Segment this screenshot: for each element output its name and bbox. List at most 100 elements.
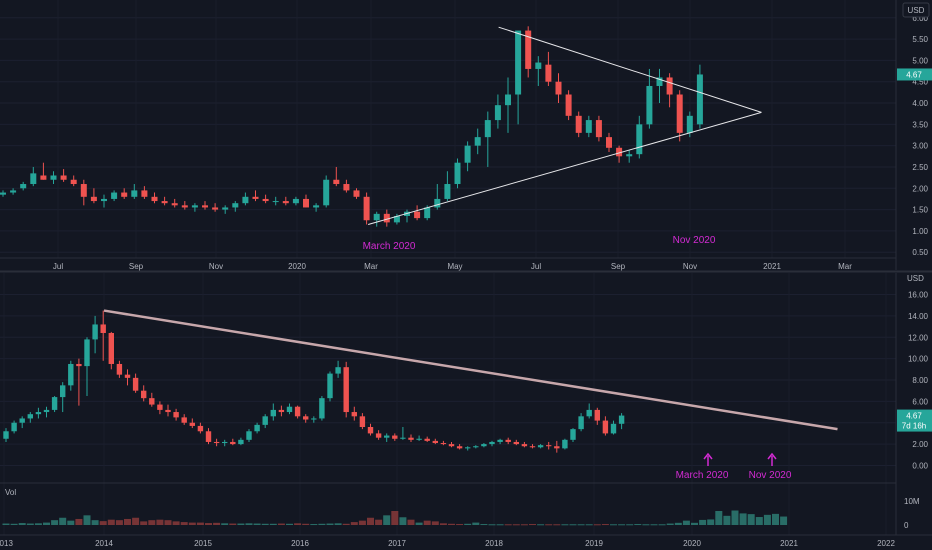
bottom-candle xyxy=(578,413,584,432)
top-candle xyxy=(656,68,663,104)
bottom-candle xyxy=(400,427,406,440)
bottom-candle xyxy=(392,433,398,441)
bottom-candle xyxy=(197,422,204,434)
bottom-time-axis: 2013 2014 2015 2016 2017 2018 2019 2020 2021 2022 xyxy=(0,539,895,548)
price-tick: 4.00 xyxy=(912,99,928,108)
top-candle xyxy=(131,184,138,199)
bottom-candle xyxy=(375,430,382,440)
volume-bar xyxy=(124,518,131,525)
price-tick: 8.00 xyxy=(912,376,928,385)
bottom-candle xyxy=(43,406,50,418)
volume-bar xyxy=(18,523,26,525)
top-annotation-march-2020: March 2020 xyxy=(363,241,416,252)
volume-bar xyxy=(253,523,261,525)
top-price-ticks: 0.50 1.00 1.50 2.00 2.50 3.00 3.50 4.00 4.50 5.00… xyxy=(912,14,928,257)
bottom-candle xyxy=(230,438,236,446)
arrow-march-2020 xyxy=(703,452,713,466)
volume-bar xyxy=(537,524,545,526)
top-candle xyxy=(585,115,592,138)
time-tick: Mar xyxy=(364,262,378,271)
volume-bar xyxy=(715,510,723,525)
volume-bar xyxy=(601,524,609,526)
triangle-upper-line xyxy=(498,26,762,113)
bottom-annotation-march-2020: March 2020 xyxy=(676,470,729,481)
bottom-panel-grid xyxy=(0,273,896,535)
volume-bar xyxy=(245,523,253,525)
volume-bar xyxy=(180,522,188,525)
volume-bar xyxy=(221,523,229,525)
bottom-candle xyxy=(440,440,447,446)
price-tick: 0.50 xyxy=(912,248,928,257)
bottom-candle xyxy=(408,434,414,442)
time-tick: Jul xyxy=(53,262,63,271)
time-tick: Mar xyxy=(838,262,852,271)
volume-bar xyxy=(188,522,196,525)
top-candle xyxy=(353,188,360,199)
bottom-candle xyxy=(521,441,528,448)
top-candle xyxy=(101,194,107,208)
top-candle xyxy=(30,166,37,187)
top-candle xyxy=(484,111,491,167)
top-candle xyxy=(636,115,643,159)
bottom-candle xyxy=(27,412,33,423)
volume-bar xyxy=(448,523,455,525)
volume-bar xyxy=(310,524,318,526)
volume-bar xyxy=(699,519,707,525)
volume-bar xyxy=(561,524,569,526)
volume-bar xyxy=(342,523,350,525)
volume-bar xyxy=(520,524,528,526)
volume-bar xyxy=(148,520,156,525)
volume-bar xyxy=(763,514,771,525)
volume-bar xyxy=(213,522,221,525)
volume-bar xyxy=(593,524,601,526)
bottom-candle xyxy=(359,413,366,430)
top-candle xyxy=(373,211,380,227)
volume-bar xyxy=(67,520,75,525)
volume-bar xyxy=(205,523,212,525)
volume-bar xyxy=(723,515,731,525)
top-price-scale[interactable] xyxy=(896,0,932,270)
volume-bar xyxy=(302,523,310,525)
volume-bar xyxy=(99,521,107,525)
volume-bar xyxy=(326,523,334,525)
volume-tick: 0 xyxy=(904,521,909,530)
top-annotation-nov-2020: Nov 2020 xyxy=(673,235,716,246)
volume-bar xyxy=(391,510,399,525)
time-tick: 2013 xyxy=(0,539,13,548)
top-candle xyxy=(606,132,612,153)
top-candle xyxy=(292,196,299,206)
volume-bar xyxy=(569,524,577,526)
time-tick: 2021 xyxy=(780,539,798,548)
top-panel[interactable]: 0.50 1.00 1.50 2.00 2.50 3.00 3.50 4.00 4.50 5.00… xyxy=(0,0,932,271)
bottom-candle xyxy=(384,433,390,442)
top-panel-grid xyxy=(0,0,896,258)
top-candle xyxy=(171,198,178,208)
top-candle xyxy=(272,196,279,206)
top-candle xyxy=(252,190,259,202)
price-tick: 14.00 xyxy=(908,312,929,321)
bottom-annotation-nov-2020: Nov 2020 xyxy=(749,470,792,481)
bottom-candle xyxy=(51,396,58,413)
bottom-candle xyxy=(351,406,357,421)
volume-bar xyxy=(772,513,779,525)
top-candle xyxy=(414,205,421,221)
volume-bar xyxy=(237,523,245,525)
top-candle xyxy=(494,94,501,129)
time-tick: Jul xyxy=(531,262,541,271)
bottom-panel[interactable]: March 2020 Nov 2020 Vol USD 0.002.004.00… xyxy=(0,273,932,548)
time-tick: Nov xyxy=(209,262,223,271)
volume-bar xyxy=(407,519,415,525)
volume-bar xyxy=(780,516,788,525)
volume-bar xyxy=(75,518,83,525)
price-tick: 4.50 xyxy=(912,78,928,87)
bottom-candle xyxy=(489,440,495,447)
top-candle xyxy=(595,115,602,142)
bottom-candle xyxy=(465,446,471,451)
top-candle xyxy=(202,201,208,210)
volume-bar xyxy=(196,522,204,525)
bottom-candle xyxy=(124,369,131,386)
top-currency-badge[interactable] xyxy=(902,2,930,18)
bottom-price-scale[interactable] xyxy=(896,273,932,535)
bottom-last-price: 4.67 xyxy=(906,412,922,421)
